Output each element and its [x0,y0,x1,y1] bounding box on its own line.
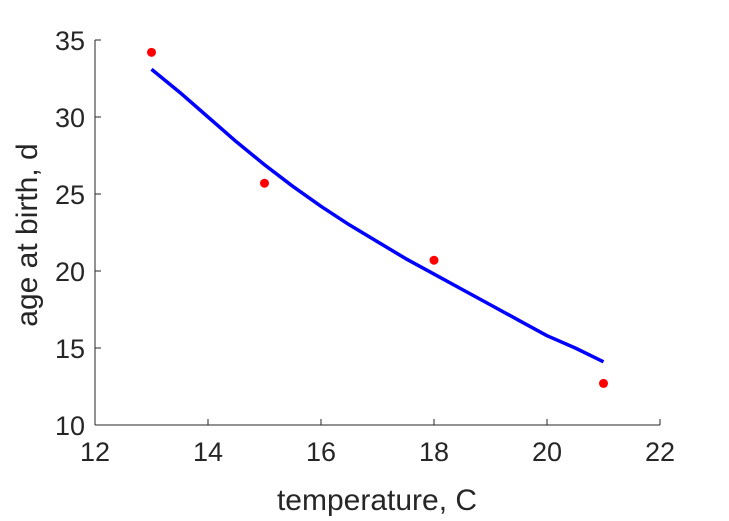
x-tick-label: 22 [645,437,675,467]
data-point [429,255,439,265]
y-tick-label: 15 [55,334,85,364]
y-tick-label: 35 [55,26,85,56]
y-tick-label: 25 [55,180,85,210]
x-tick-label: 20 [532,437,562,467]
x-tick-label: 14 [193,437,223,467]
tick-labels: 12 14 16 18 20 22 10 15 20 25 30 35 [55,26,675,467]
y-tick-label: 30 [55,103,85,133]
x-axis-label: temperature, C [277,484,477,517]
data-point [260,178,269,188]
y-axis-label: age at birth, d [11,143,44,326]
axes [94,40,660,426]
y-tick-label: 20 [55,257,85,287]
x-tick-label: 12 [80,437,110,467]
data-point [599,378,608,388]
fit-curve-line [150,67,605,364]
x-tick-label: 16 [306,437,336,467]
y-tick-label: 10 [55,411,85,441]
data-point [147,47,156,57]
x-tick-label: 18 [419,437,449,467]
plot-area [147,47,608,388]
ticks [94,39,661,426]
